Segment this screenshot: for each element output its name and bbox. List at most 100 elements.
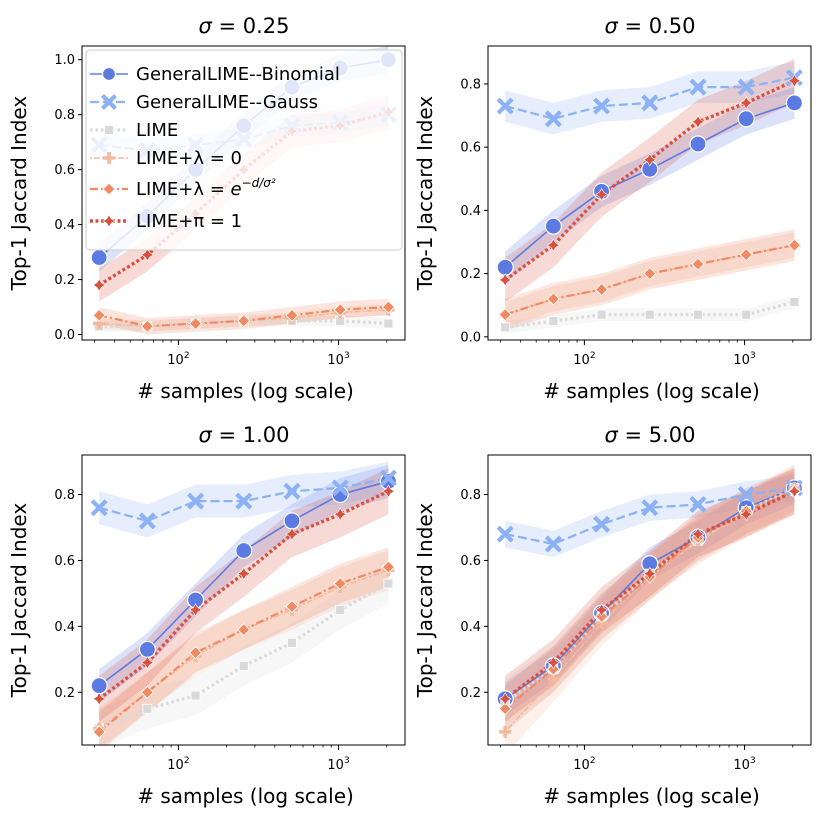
point-gauss xyxy=(283,482,301,500)
y-tick-label: 0.2 xyxy=(54,273,75,288)
point-lime_pi1 xyxy=(691,527,705,541)
point-lime_pi1 xyxy=(546,656,560,670)
axes-frame xyxy=(487,454,812,746)
legend-label: LIME xyxy=(136,120,178,141)
point-lime xyxy=(693,309,703,320)
point-lime_lambda_exp xyxy=(285,308,299,322)
y-tick-label: 0.8 xyxy=(54,108,75,123)
panel-3: 0.2 0.4 0.6 0.8 102 103 σ = 1.00 # samples (log… xyxy=(7,423,406,808)
legend-entry-lime_lambda0: LIME+λ = 0 xyxy=(90,148,242,169)
point-lime_lambda_exp xyxy=(188,316,203,331)
point-lime_lambda_exp xyxy=(381,560,396,574)
band-binomial xyxy=(99,464,389,703)
point-binomial xyxy=(785,94,804,112)
point-binomial xyxy=(235,541,253,560)
point-lime_pi1 xyxy=(498,692,512,706)
band-gauss xyxy=(505,61,795,135)
point-lime_pi1 xyxy=(92,278,106,292)
point-binomial xyxy=(496,258,514,276)
panel-4: 0.2 0.4 0.6 0.8 102 103 σ = 5.00 # samples (log… xyxy=(413,423,812,808)
point-lime_pi1 xyxy=(333,507,347,521)
legend-label: LIME+π = 1 xyxy=(136,211,242,232)
point-lime_pi1 xyxy=(92,692,106,706)
point-lime_lambda_exp xyxy=(140,319,155,333)
point-binomial xyxy=(689,135,707,153)
legend-marker xyxy=(102,214,116,228)
band-lime_pi1 xyxy=(505,468,795,722)
x-axis-label: # samples (log scale) xyxy=(543,379,760,403)
panel-title: σ = 1.00 xyxy=(198,423,289,447)
point-gauss xyxy=(496,97,514,115)
point-lime xyxy=(383,318,394,329)
y-axis-label: Top-1 Jaccard Index xyxy=(7,503,31,699)
x-tick-label: 102 xyxy=(167,351,189,368)
axes-frame xyxy=(81,454,406,746)
legend-label: LIME+λ = e−d/σ² xyxy=(136,176,276,200)
point-lime_lambda_exp xyxy=(381,300,396,314)
point-lime_lambda_exp xyxy=(643,266,657,281)
point-lime xyxy=(142,703,153,714)
band-lime_lambda_exp xyxy=(99,547,389,745)
y-tick-label: 0.0 xyxy=(54,328,75,343)
y-tick-label: 0.4 xyxy=(460,620,481,635)
x-tick-label: 103 xyxy=(733,351,755,368)
point-gauss xyxy=(689,78,707,96)
legend-marker xyxy=(102,182,116,196)
y-tick-label: 0.2 xyxy=(460,686,481,701)
y-tick-label: 0.8 xyxy=(460,488,481,503)
legend-marker xyxy=(101,66,117,82)
point-gauss xyxy=(544,110,562,128)
point-lime_pi1 xyxy=(189,603,203,617)
legend-label: GeneralLIME--Binomial xyxy=(136,64,340,85)
point-lime_lambda_exp xyxy=(787,238,802,252)
point-lime_pi1 xyxy=(237,567,251,581)
point-lime xyxy=(741,309,752,320)
point-lime_lambda_exp xyxy=(333,303,347,317)
panel-title: σ = 0.50 xyxy=(604,14,695,38)
axes-frame xyxy=(81,45,406,341)
legend-label: LIME+λ = 0 xyxy=(136,148,242,169)
band-binomial xyxy=(505,471,795,716)
point-lime_pi1 xyxy=(595,603,609,617)
legend-box xyxy=(85,49,403,251)
legend-entry-binomial: GeneralLIME--Binomial xyxy=(90,64,340,85)
point-gauss xyxy=(331,479,349,497)
band-lime_pi1 xyxy=(99,468,389,722)
panel-2: 0.0 0.2 0.4 0.6 0.8 102 103 σ = 0.50 # samples (… xyxy=(413,14,812,403)
legend-label: GeneralLIME--Gauss xyxy=(136,92,318,113)
point-lime_lambda_exp xyxy=(285,599,299,614)
point-lime_lambda_exp xyxy=(237,623,251,637)
legend-entry-gauss: GeneralLIME--Gauss xyxy=(90,92,318,113)
point-binomial xyxy=(90,248,108,267)
point-lime xyxy=(596,309,607,320)
point-lime_lambda_exp xyxy=(691,257,705,271)
point-gauss xyxy=(737,486,755,504)
y-tick-label: 0.8 xyxy=(460,77,481,92)
point-gauss xyxy=(641,94,659,112)
point-binomial xyxy=(283,512,301,530)
band-lime xyxy=(505,464,795,726)
point-lime_lambda_exp xyxy=(498,702,512,716)
point-lime_lambda_exp xyxy=(498,308,512,322)
x-axis-label: # samples (log scale) xyxy=(137,379,354,403)
x-tick-label: 102 xyxy=(573,351,595,368)
point-lime_pi1 xyxy=(381,484,395,498)
y-tick-label: 0.4 xyxy=(460,204,481,219)
x-axis-label: # samples (log scale) xyxy=(543,784,760,808)
plot-area xyxy=(496,58,804,334)
point-lime_lambda_exp xyxy=(92,308,106,322)
point-lime_pi1 xyxy=(691,115,705,129)
point-lime xyxy=(287,637,297,648)
y-tick-label: 0.8 xyxy=(54,488,75,503)
point-gauss xyxy=(593,97,611,115)
y-tick-label: 0.2 xyxy=(460,267,481,282)
point-lime_pi1 xyxy=(739,507,753,521)
band-lime_lambda0 xyxy=(99,550,389,745)
point-lime_pi1 xyxy=(140,656,154,670)
axes-frame xyxy=(487,45,812,341)
point-lime xyxy=(190,690,201,701)
point-lime_lambda_exp xyxy=(92,725,106,739)
point-lime_pi1 xyxy=(643,153,657,167)
y-axis-label: Top-1 Jaccard Index xyxy=(413,96,437,292)
